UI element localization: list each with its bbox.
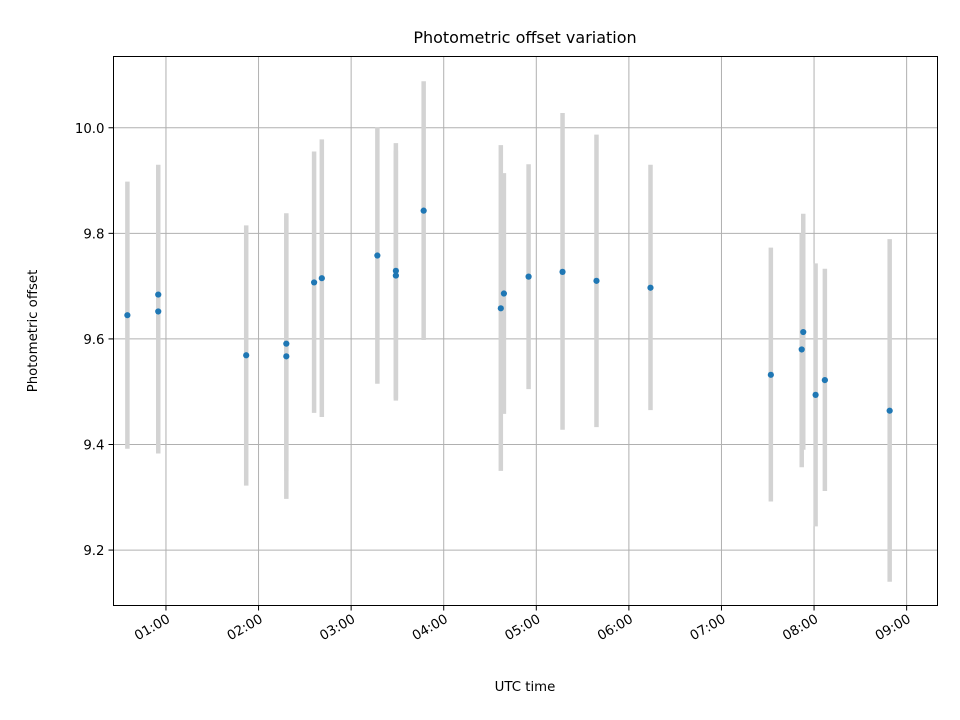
x-tick-label: 08:00 <box>780 612 821 644</box>
data-point <box>392 267 399 274</box>
y-axis-ticks: 9.2 9.4 9.6 9.8 10.0 <box>75 122 114 559</box>
data-point <box>155 291 162 298</box>
y-tick-label: 9.6 <box>83 333 104 348</box>
data-point <box>647 284 654 291</box>
x-tick-label: 01:00 <box>132 612 173 644</box>
data-point <box>559 268 566 275</box>
data-point <box>124 312 131 319</box>
data-point <box>497 305 504 312</box>
data-point <box>886 407 893 414</box>
data-point <box>800 328 807 336</box>
y-tick-label: 9.2 <box>83 544 104 559</box>
data-point <box>525 273 532 280</box>
y-tick-label: 9.8 <box>83 227 104 242</box>
data-point <box>420 207 427 214</box>
data-point <box>243 352 250 359</box>
x-tick-label: 03:00 <box>317 612 358 644</box>
data-point <box>500 290 507 297</box>
error-bars <box>125 81 892 582</box>
data-point <box>798 346 805 353</box>
x-tick-label: 05:00 <box>503 612 544 644</box>
data-point <box>821 376 828 384</box>
y-axis-label: Photometric offset <box>26 270 41 393</box>
x-axis-ticks: 01:00 02:00 03:00 04:00 05:00 06:00 07:00 08:00… <box>132 605 914 644</box>
chart-title: Photometric offset variation <box>413 28 636 47</box>
data-point <box>812 391 819 398</box>
data-point <box>318 275 325 282</box>
x-tick-label: 07:00 <box>688 612 729 644</box>
data-point <box>593 277 600 284</box>
x-tick-label: 06:00 <box>595 612 636 644</box>
data-point <box>283 353 290 360</box>
data-point <box>283 340 290 347</box>
data-points <box>124 207 893 414</box>
x-axis-label: UTC time <box>495 680 556 695</box>
data-point <box>767 371 774 378</box>
plot-frame <box>113 56 938 606</box>
data-point <box>392 272 399 279</box>
y-tick-label: 9.4 <box>83 438 104 453</box>
x-tick-label: 09:00 <box>873 612 914 644</box>
x-tick-label: 04:00 <box>410 612 451 644</box>
x-tick-label: 02:00 <box>225 612 266 644</box>
y-tick-label: 10.0 <box>75 122 105 137</box>
data-point <box>374 252 381 259</box>
data-point <box>310 279 318 286</box>
data-point <box>155 308 162 315</box>
